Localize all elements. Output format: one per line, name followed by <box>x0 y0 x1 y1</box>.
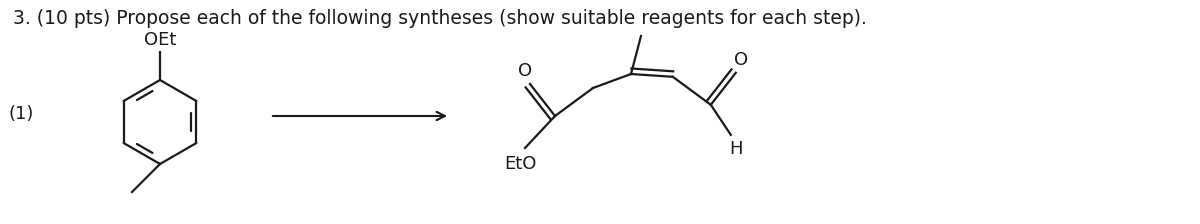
Text: (1): (1) <box>8 105 34 123</box>
Text: O: O <box>733 51 748 69</box>
Text: OEt: OEt <box>144 30 176 49</box>
Text: H: H <box>730 140 743 158</box>
Text: O: O <box>518 62 532 80</box>
Text: EtO: EtO <box>504 155 536 173</box>
Text: 3. (10 pts) Propose each of the following syntheses (show suitable reagents for : 3. (10 pts) Propose each of the followin… <box>13 9 866 28</box>
